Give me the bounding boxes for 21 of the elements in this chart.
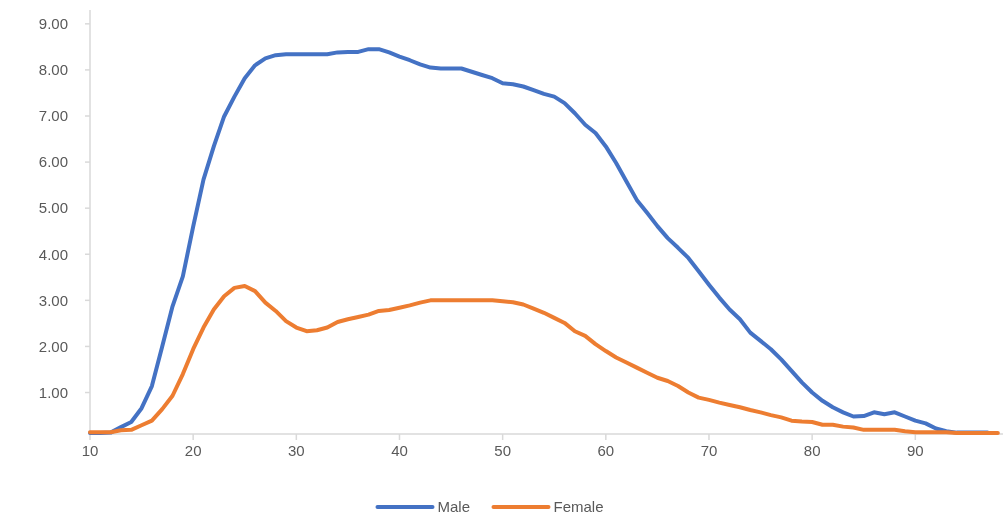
y-tick-label: 4.00 [38,245,68,263]
y-tick-label: 5.00 [38,199,68,217]
y-tick-label: 6.00 [38,153,68,171]
y-tick-label: 8.00 [38,61,68,79]
x-tick-label: 10 [81,442,99,459]
x-tick-label: 50 [494,442,511,459]
x-tick-label: 80 [803,442,821,459]
x-tick-label: 40 [391,442,408,459]
x-tick-label: 30 [287,442,305,459]
y-tick-label: 7.00 [38,107,68,125]
y-tick-label: 1.00 [38,383,68,401]
x-tick-label: 90 [906,442,924,459]
x-tick-label: 70 [700,442,718,459]
y-tick-label: 9.00 [38,15,68,33]
y-tick-label: 2.00 [38,337,68,355]
legend-label: Male [437,498,471,516]
x-tick-label: 60 [597,442,615,459]
y-tick-label: 3.00 [38,291,68,309]
line-series [88,284,1000,436]
x-tick-label: 20 [184,442,202,459]
legend-label: Female [553,498,604,516]
